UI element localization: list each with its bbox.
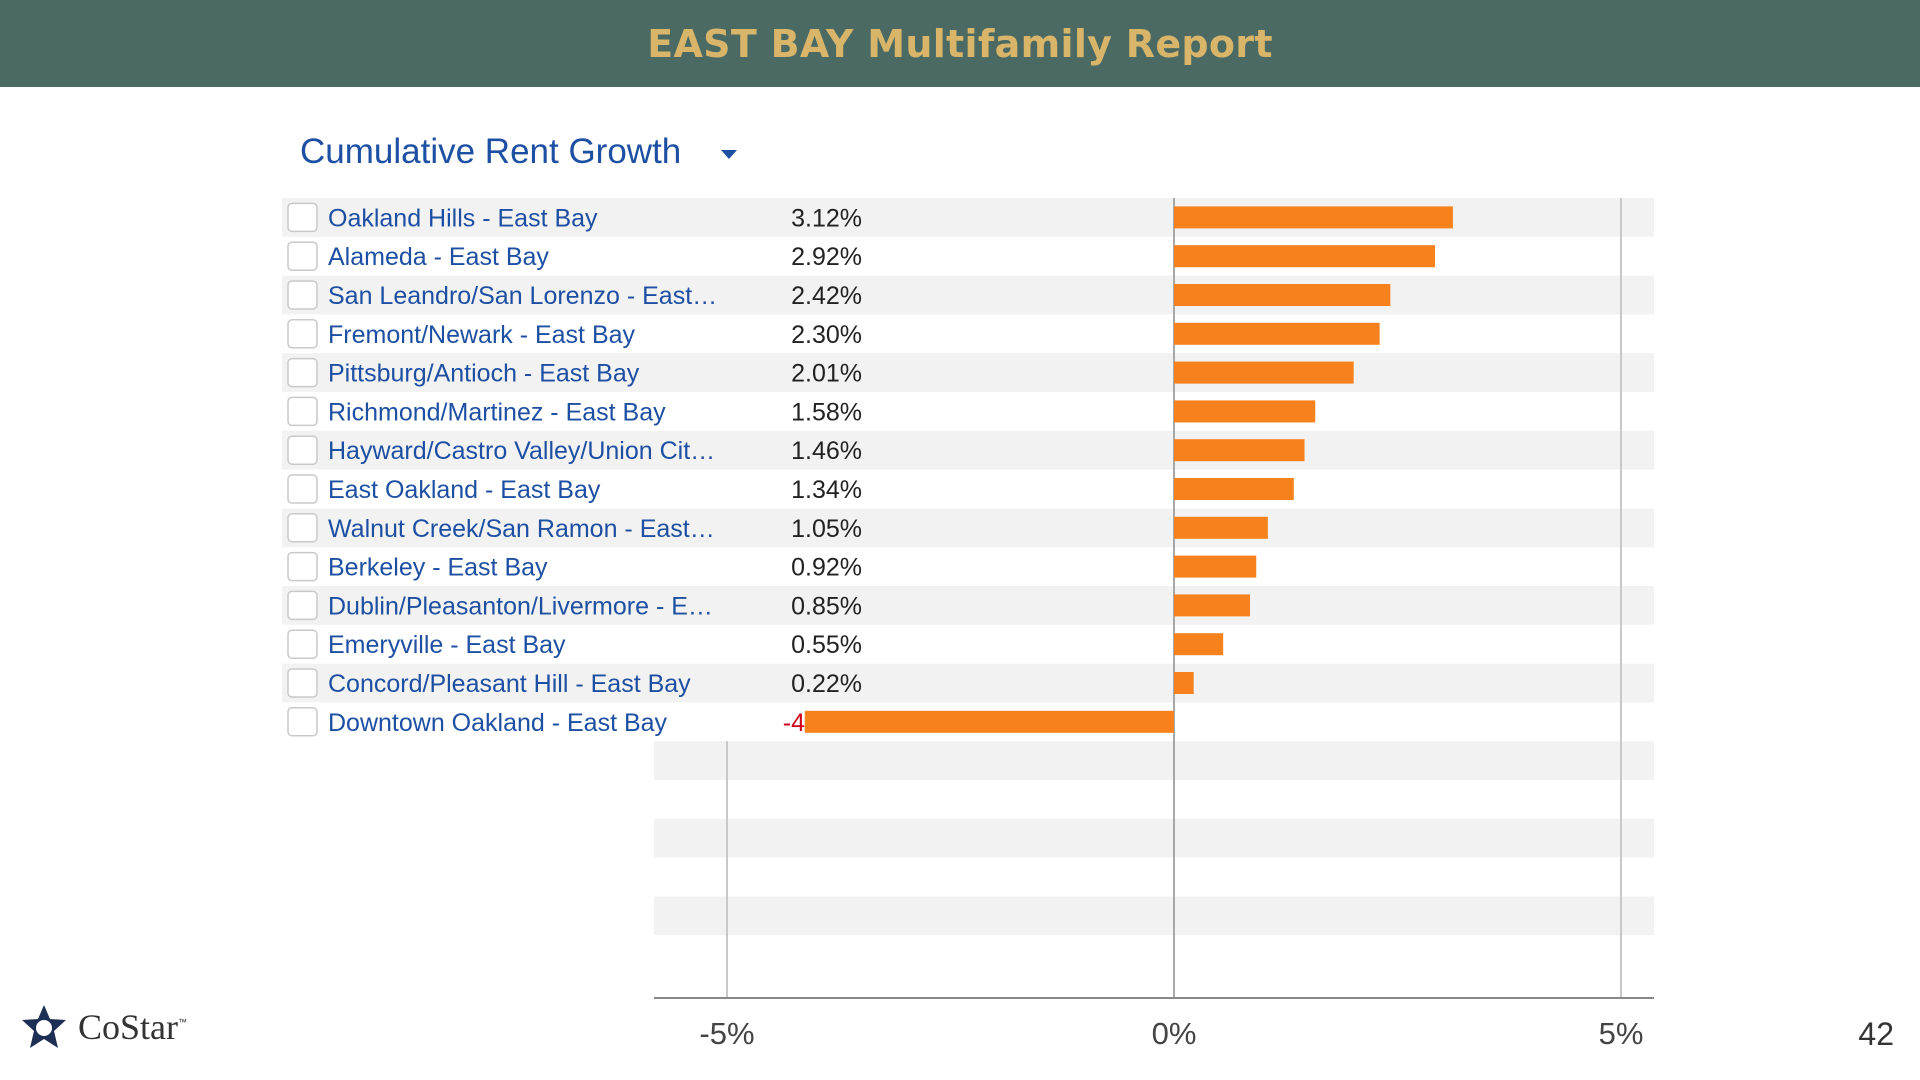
row-checkbox[interactable] — [287, 319, 318, 349]
bar — [1174, 516, 1268, 539]
row-checkbox[interactable] — [287, 396, 318, 427]
market-label[interactable]: San Leandro/San Lorenzo - East… — [328, 282, 717, 310]
report-header: EAST BAY Multifamily Report — [0, 0, 1920, 87]
plot-stripe — [654, 818, 1654, 858]
market-label[interactable]: Concord/Pleasant Hill - East Bay — [328, 670, 691, 698]
value-label: 2.92% — [791, 243, 862, 271]
bar — [1174, 555, 1257, 578]
report-title: EAST BAY Multifamily Report — [647, 21, 1273, 66]
row-checkbox[interactable] — [287, 241, 318, 271]
bar — [1174, 594, 1250, 617]
x-tick-label: 0% — [1152, 1016, 1197, 1051]
value-label: 2.01% — [791, 360, 862, 388]
caret-down-icon — [721, 149, 738, 159]
value-label: 3.12% — [791, 204, 862, 232]
row-stripe — [282, 275, 1654, 315]
x-tick-label: 5% — [1599, 1016, 1644, 1051]
value-label: 1.46% — [791, 437, 862, 465]
bar — [1174, 284, 1391, 306]
value-label: 0.85% — [791, 592, 862, 620]
row-checkbox[interactable] — [287, 590, 318, 621]
row-checkbox[interactable] — [287, 629, 318, 659]
market-label[interactable]: Berkeley - East Bay — [328, 554, 548, 582]
market-label[interactable]: Hayward/Castro Valley/Union Cit… — [328, 437, 715, 465]
page-number: 42 — [1858, 1016, 1894, 1052]
chart-metric-dropdown[interactable]: Cumulative Rent Growth — [300, 132, 738, 172]
bar — [1174, 206, 1453, 229]
market-label[interactable]: Richmond/Martinez - East Bay — [328, 398, 666, 426]
row-stripe — [282, 586, 1654, 625]
row-checkbox[interactable] — [287, 474, 318, 504]
bar — [1174, 478, 1294, 500]
market-label[interactable]: Dublin/Pleasanton/Livermore - E… — [328, 592, 713, 620]
market-label[interactable]: East Oakland - East Bay — [328, 476, 601, 504]
market-label[interactable]: Downtown Oakland - East Bay — [328, 709, 668, 737]
plot-stripe — [654, 896, 1654, 936]
market-label[interactable]: Fremont/Newark - East Bay — [328, 321, 636, 349]
value-label: 1.58% — [791, 398, 862, 426]
x-tick-label: -5% — [699, 1016, 754, 1051]
market-label[interactable]: Alameda - East Bay — [328, 243, 549, 271]
row-checkbox[interactable] — [287, 435, 318, 465]
bar — [1174, 672, 1194, 694]
market-label[interactable]: Pittsburg/Antioch - East Bay — [328, 360, 640, 388]
row-stripe — [282, 663, 1654, 703]
bar — [1174, 633, 1224, 656]
value-label: 2.42% — [791, 282, 862, 310]
value-label: 0.22% — [791, 670, 862, 698]
bar — [1174, 400, 1316, 423]
value-label: 2.30% — [791, 321, 862, 349]
chart-title: Cumulative Rent Growth — [300, 132, 682, 171]
row-checkbox[interactable] — [287, 551, 318, 582]
row-checkbox[interactable] — [287, 357, 318, 388]
row-checkbox[interactable] — [287, 668, 318, 698]
logo-trademark: ™ — [178, 1017, 188, 1027]
value-label: 1.34% — [791, 476, 862, 504]
row-checkbox[interactable] — [287, 280, 318, 310]
row-stripe — [282, 508, 1654, 548]
costar-star-icon — [22, 1005, 66, 1048]
row-checkbox[interactable] — [287, 513, 318, 543]
plot-stripe — [654, 741, 1654, 780]
row-stripe — [282, 430, 1654, 470]
market-label[interactable]: Oakland Hills - East Bay — [328, 204, 598, 232]
row-checkbox[interactable] — [287, 202, 318, 233]
value-label: 0.55% — [791, 631, 862, 659]
row-stripe — [282, 353, 1654, 392]
value-label: 1.05% — [791, 515, 862, 543]
market-label[interactable]: Emeryville - East Bay — [328, 631, 566, 659]
costar-logo: CoStar ™ — [20, 1003, 187, 1051]
bar — [1174, 361, 1354, 384]
market-label[interactable]: Walnut Creek/San Ramon - East… — [328, 515, 715, 543]
value-label: 0.92% — [791, 554, 862, 582]
bar — [1174, 439, 1305, 462]
bar — [1174, 322, 1380, 345]
row-checkbox[interactable] — [287, 707, 318, 737]
bar — [1174, 245, 1436, 268]
bar — [804, 710, 1174, 733]
logo-text: CoStar — [78, 1007, 179, 1047]
